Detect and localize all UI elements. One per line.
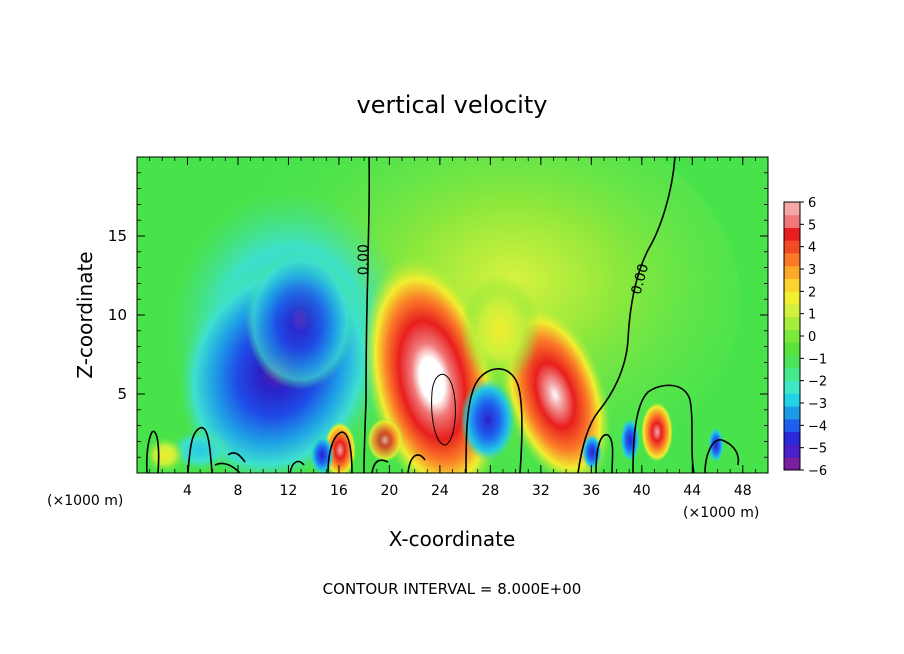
colorbar-swatch [784,418,800,433]
contour-right-arch [632,384,695,473]
colorbar-tick-label: 6 [808,196,816,211]
colorbar-swatch [784,406,800,420]
colorbar-swatch [784,265,800,279]
colorbar-swatch [784,393,800,407]
colorbar-tick-label: 1 [808,308,816,323]
contour-low-26 [407,454,426,473]
colorbar-swatch [784,253,800,267]
downdraft-small-46 [708,427,724,463]
colorbar-swatch [784,342,800,356]
colorbar-tick-label: −6 [808,464,827,479]
contour-low-46 [704,439,740,473]
y-tick-label: 10 [108,306,127,324]
contour-low-15 [289,460,305,473]
colorbar-tick-label: 5 [808,218,816,233]
downdraft-small-39 [620,418,640,462]
x-tick-label: 8 [233,483,242,499]
x-tick-label: 24 [431,483,449,499]
colorbar-swatch [784,380,800,394]
colorbar-swatch [784,304,800,318]
colorbar-swatch [784,278,800,292]
colorbar-tick-label: 3 [808,263,816,278]
colorbar-swatch [784,291,800,305]
colorbar-tick-label: −3 [808,397,827,412]
x-tick-label: 36 [582,483,600,499]
colorbar-tick-label: −5 [808,442,827,457]
colorbar-swatch [784,457,800,471]
colorbar: 6 5 4 3 2 1 0 −1 −2 −3 −4 −5 −6 [783,196,827,479]
x-tick-label: 48 [734,483,752,499]
colorbar-swatch [784,329,800,343]
chart-title: vertical velocity [357,91,548,119]
contour-label: 0.00 [629,262,653,296]
velocity-field [137,157,768,473]
colorbar-swatch [784,227,800,241]
x-tick-label: 20 [380,483,398,499]
colorbar-swatch [784,355,800,369]
contour-zero-left [363,157,371,473]
contour-low-36 [595,434,614,473]
colorbar-tick-label: 0 [808,330,816,345]
y-tick-label: 15 [108,227,127,245]
x-unit-label-right: (×1000 m) [683,505,759,521]
contour-left-wiggle [145,430,160,473]
colorbar-swatch [784,431,800,445]
colorbar-tick-label: −1 [808,352,827,367]
colorbar-swatch [784,202,800,216]
colorbar-swatch [784,444,800,458]
contour-low-19 [371,459,389,473]
downdraft-mid [460,378,516,462]
colorbar-swatch [784,316,800,331]
x-tick-label: 40 [633,483,651,499]
contour-left-arch [187,427,213,473]
contour-label: 0.00 [356,244,372,275]
colorbar-tick-label: −2 [808,375,827,390]
colorbar-swatch [784,240,800,254]
x-tick-label: 4 [183,483,192,499]
contour-low-left [214,452,246,473]
cyan-lower-left [170,430,230,470]
y-tick-label: 5 [117,385,127,403]
updraft-small-20 [367,418,403,462]
contour-mid-arch [465,368,523,473]
colorbar-tick-label: −4 [808,419,827,434]
yellow-band [460,275,540,385]
x-unit-label-left: (×1000 m) [47,493,123,509]
updraft-small-41 [641,402,673,462]
y-axis-label: Z-coordinate [73,251,97,378]
colorbar-tick-label: 4 [808,241,816,256]
contour-zero-right [577,157,676,473]
downdraft-lobe [245,250,355,390]
x-tick-label: 28 [481,483,499,499]
colorbar-tick-label: 2 [808,285,816,300]
x-tick-label: 44 [683,483,701,499]
yellow-lower-left [145,437,185,473]
x-tick-label: 32 [532,483,550,499]
contour-labels: 0.00 0.00 [356,244,653,296]
contour-low-16 [327,431,353,473]
contour-interval-footer: CONTOUR INTERVAL = 8.000E+00 [323,580,582,598]
colorbar-swatch [784,367,800,382]
contour-core-max [431,373,456,446]
x-tick-label: 16 [330,483,348,499]
colorbar-swatch [784,214,800,228]
x-axis-label: X-coordinate [389,527,516,551]
x-tick-label: 12 [280,483,298,499]
zero-contours [145,157,740,473]
